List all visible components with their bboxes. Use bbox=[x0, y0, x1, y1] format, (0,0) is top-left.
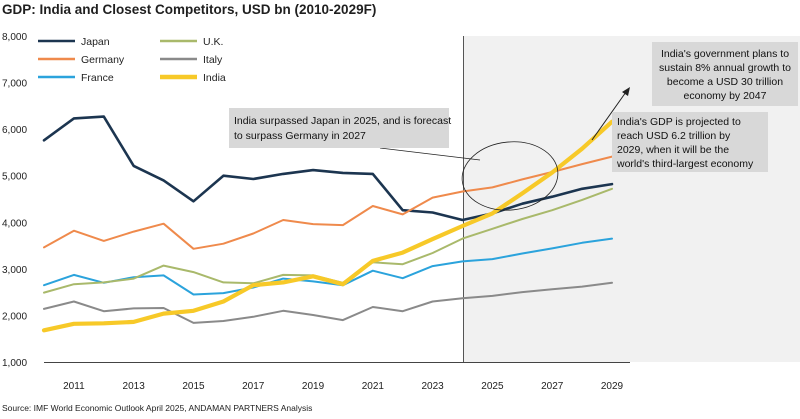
annotation-2029-line-2: reach USD 6.2 trillion by bbox=[617, 130, 731, 142]
source-note: Source: IMF World Economic Outlook April… bbox=[2, 403, 313, 413]
y-tick-label: 6,000 bbox=[2, 125, 27, 136]
y-tick-label: 4,000 bbox=[2, 218, 27, 229]
legend-label: France bbox=[81, 72, 114, 84]
legend: Japan Germany France U.K. Italy India bbox=[38, 36, 226, 84]
x-tick-label: 2029 bbox=[601, 381, 624, 392]
x-tick-label: 2025 bbox=[481, 381, 504, 392]
series-line-germany bbox=[43, 155, 613, 250]
annotation-2047-target: India's government plans to sustain 8% a… bbox=[652, 42, 798, 106]
annotation-2029-line-3: 2029, when it will be the bbox=[617, 144, 729, 156]
annotation-crossover-line-2: to surpass Germany in 2027 bbox=[234, 130, 366, 142]
annotation-2029-line-1: India's GDP is projected to bbox=[617, 116, 741, 128]
y-tick-label: 2,000 bbox=[2, 311, 27, 322]
growth-arrow-head bbox=[622, 87, 630, 96]
annotation-crossover-line-1: India surpassed Japan in 2025, and is fo… bbox=[234, 115, 451, 127]
legend-label: Italy bbox=[203, 54, 223, 66]
crossover-highlight bbox=[461, 141, 559, 211]
series-lines bbox=[41, 115, 615, 333]
x-tick-label: 2027 bbox=[541, 381, 564, 392]
series-line-india bbox=[41, 119, 615, 333]
legend-label: India bbox=[203, 72, 226, 84]
x-tick-label: 2015 bbox=[182, 381, 205, 392]
annotation-2029-projection: India's GDP is projected to reach USD 6.… bbox=[612, 112, 768, 172]
annotation-2047-line-2: sustain 8% annual growth to bbox=[659, 62, 791, 74]
y-axis-ticks: 1,000 2,000 3,000 4,000 5,000 6,000 7,000 8,000 bbox=[2, 32, 27, 369]
legend-label: Germany bbox=[81, 54, 125, 66]
x-axis-ticks: 2011 2013 2015 2017 2019 2021 2023 2025 2027 2029 bbox=[63, 381, 623, 392]
series-line-japan bbox=[42, 115, 614, 222]
chart-title: GDP: India and Closest Competitors, USD … bbox=[2, 2, 377, 17]
legend-label: U.K. bbox=[203, 36, 223, 48]
annotation-crossover: India surpassed Japan in 2025, and is fo… bbox=[229, 108, 451, 148]
x-tick-label: 2011 bbox=[63, 381, 85, 392]
y-tick-label: 8,000 bbox=[2, 32, 27, 43]
series-line-italy bbox=[43, 281, 613, 324]
x-tick-label: 2023 bbox=[422, 381, 445, 392]
x-tick-label: 2013 bbox=[123, 381, 146, 392]
annotation-2047-line-4: economy by 2047 bbox=[684, 90, 767, 102]
annotation-2029-line-4: world's third-largest economy bbox=[616, 158, 754, 170]
y-tick-label: 7,000 bbox=[2, 79, 27, 90]
annotation-leader bbox=[379, 147, 481, 161]
annotation-2047-line-1: India's government plans to bbox=[661, 48, 789, 60]
x-tick-label: 2017 bbox=[242, 381, 265, 392]
x-tick-label: 2021 bbox=[362, 381, 385, 392]
growth-arrow bbox=[591, 91, 627, 141]
y-tick-label: 3,000 bbox=[2, 265, 27, 276]
annotation-2047-line-3: become a USD 30 trillion bbox=[667, 76, 783, 88]
x-tick-label: 2019 bbox=[302, 381, 325, 392]
y-tick-label: 1,000 bbox=[2, 358, 27, 369]
y-tick-label: 5,000 bbox=[2, 172, 27, 183]
legend-label: Japan bbox=[81, 36, 110, 48]
